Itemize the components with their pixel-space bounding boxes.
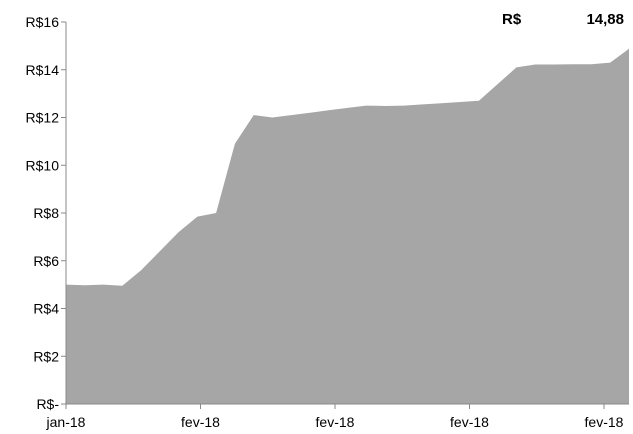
label-layer: R$- R$2 R$4 R$6 R$8 R$10 R$12 R$14 R$16 jan-18 fev… [26, 14, 624, 430]
currency-annotation: R$ [502, 11, 522, 28]
y-tick-label: R$- [36, 396, 59, 412]
x-tick-label: fev-18 [450, 414, 489, 430]
y-tick-label: R$12 [26, 110, 60, 126]
x-tick-label: fev-18 [181, 414, 220, 430]
y-tick-label: R$2 [33, 348, 59, 364]
y-tick-label: R$16 [26, 14, 60, 30]
axis-layer [61, 21, 629, 409]
y-tick-label: R$10 [26, 157, 60, 173]
x-tick-label: fev-18 [316, 414, 355, 430]
area-layer [66, 48, 629, 404]
y-tick-label: R$14 [26, 62, 60, 78]
x-tick-label: fev-18 [585, 414, 624, 430]
x-tick-label: jan-18 [46, 414, 86, 430]
last-value-annotation: 14,88 [586, 11, 624, 28]
y-tick-label: R$6 [33, 253, 59, 269]
y-tick-label: R$4 [33, 301, 59, 317]
area-series-0 [66, 48, 629, 404]
y-tick-label: R$8 [33, 205, 59, 221]
